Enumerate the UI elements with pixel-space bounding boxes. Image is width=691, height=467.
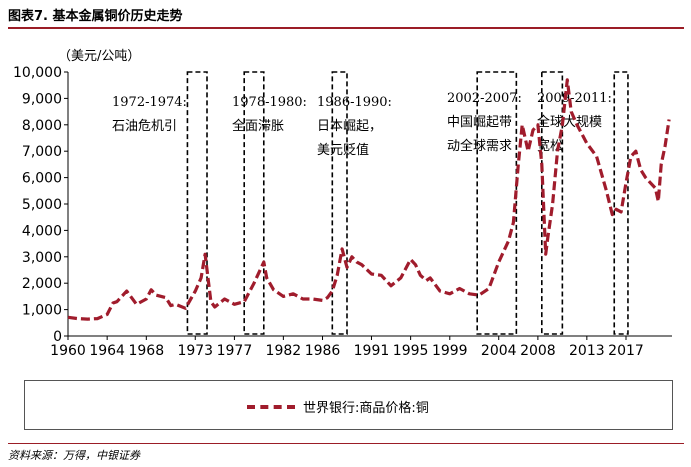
annotation-text: 中国崛起带: [447, 115, 512, 130]
x-tick-label: 1999: [432, 343, 468, 359]
y-tick-label: 1,000: [22, 303, 62, 319]
annotation-text: 美元贬值: [317, 142, 369, 158]
annotation-text: 日本崛起，: [317, 119, 382, 134]
x-tick-label: 2017: [608, 343, 644, 359]
y-tick-label: 8,000: [22, 118, 62, 134]
figure-title: 图表7. 基本金属铜价历史走势: [8, 9, 183, 24]
copper-price-chart: （美元/公吨） 0 1,000 2,000 3,000 4,000 5,000 6,000 7…: [13, 49, 672, 359]
event-box: [331, 71, 348, 335]
annotation-text: 全面滞胀: [232, 118, 284, 134]
series-line-copper: [67, 78, 671, 321]
event-box: [243, 71, 265, 335]
event-box: [186, 71, 208, 335]
legend: 世界银行:商品价格:铜: [24, 380, 673, 430]
source-note: 资料来源：万得，中银证券: [8, 449, 140, 462]
event-box: [541, 71, 564, 335]
x-tick-label: 1968: [128, 343, 164, 359]
event-box: [476, 71, 518, 335]
annotation-years: 2009-2011:: [537, 91, 612, 106]
unit-label: （美元/公吨）: [58, 49, 140, 64]
x-tick-label: 2004: [481, 343, 517, 359]
x-tick-label: 1973: [177, 343, 213, 359]
x-tick-label: 1986: [305, 343, 341, 359]
title-divider: [8, 27, 684, 29]
event-boxes: [186, 71, 629, 335]
x-tick-label: 1995: [393, 343, 429, 359]
y-tick-label: 9,000: [22, 91, 62, 107]
x-tick-label: 1960: [50, 343, 86, 359]
y-tick-label: 10,000: [13, 65, 62, 81]
y-tick-label: 2,000: [22, 276, 62, 292]
x-tick-label: 2008: [520, 343, 556, 359]
y-tick-label: 4,000: [22, 223, 62, 239]
y-tick-label: 6,000: [22, 171, 62, 187]
annotation-years: 1986-1990:: [317, 95, 392, 110]
x-tick-label: 1964: [89, 343, 125, 359]
axes: 0 1,000 2,000 3,000 4,000 5,000 6,000 7,000 8,00…: [13, 65, 672, 359]
annotations: 1972-1974: 石油危机引 1978-1980: 全面滞胀 1986-1990: 日…: [112, 91, 612, 158]
annotation-years: 1978-1980:: [232, 95, 307, 110]
legend-swatch: [247, 405, 295, 409]
annotation-text: 动全球需求: [447, 138, 512, 154]
y-tick-label: 3,000: [22, 250, 62, 266]
annotation-text: 全球大规模: [537, 114, 602, 130]
y-tick-label: 5,000: [22, 197, 62, 213]
x-tick-label: 1991: [354, 343, 390, 359]
x-tick-label: 2013: [569, 343, 605, 359]
legend-label: 世界银行:商品价格:铜: [303, 401, 429, 416]
y-tick-label: 0: [53, 329, 62, 345]
footer-divider: [8, 443, 684, 444]
annotation-years: 1972-1974:: [112, 95, 187, 110]
x-tick-label: 1977: [217, 343, 253, 359]
event-box: [613, 71, 629, 335]
annotation-text: 石油危机引: [112, 119, 177, 134]
annotation-years: 2002-2007:: [447, 91, 522, 106]
y-tick-label: 7,000: [22, 144, 62, 160]
x-tick-label: 1982: [266, 343, 302, 359]
